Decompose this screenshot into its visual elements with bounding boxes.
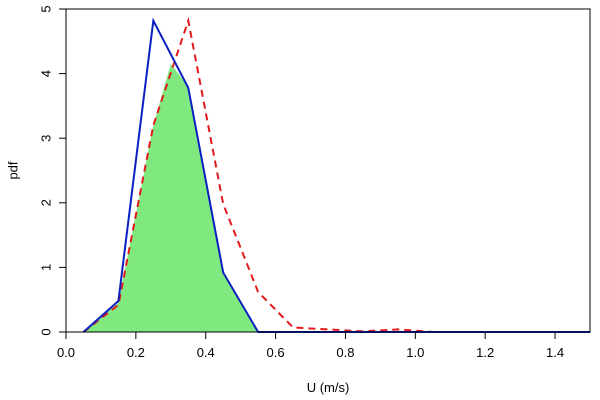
x-tick-label: 0.0: [57, 345, 75, 360]
plot-series: [82, 16, 590, 333]
y-tick-label: 1: [38, 264, 53, 271]
x-axis: 0.0 0.2 0.4 0.6 0.8 1.0 1.2 1.4: [57, 332, 564, 360]
y-tick-label: 5: [38, 5, 53, 12]
x-axis-label: U (m/s): [307, 380, 350, 395]
series-dashed-line-1: [82, 16, 590, 333]
plot-frame: [65, 8, 591, 333]
y-tick-label: 3: [38, 135, 53, 142]
x-tick-label: 0.2: [127, 345, 145, 360]
series-area-0: [83, 63, 259, 332]
y-axis: 0 1 2 3 4 5: [38, 5, 66, 336]
x-tick-label: 1.0: [406, 345, 424, 360]
y-tick-label: 2: [38, 199, 53, 206]
y-tick-label: 4: [38, 70, 53, 77]
y-tick-label: 0: [38, 328, 53, 335]
y-axis-label: pdf: [5, 161, 20, 179]
x-tick-label: 0.4: [197, 345, 215, 360]
x-tick-label: 0.6: [267, 345, 285, 360]
x-tick-label: 1.4: [546, 345, 564, 360]
x-tick-label: 1.2: [476, 345, 494, 360]
x-tick-label: 0.8: [336, 345, 354, 360]
